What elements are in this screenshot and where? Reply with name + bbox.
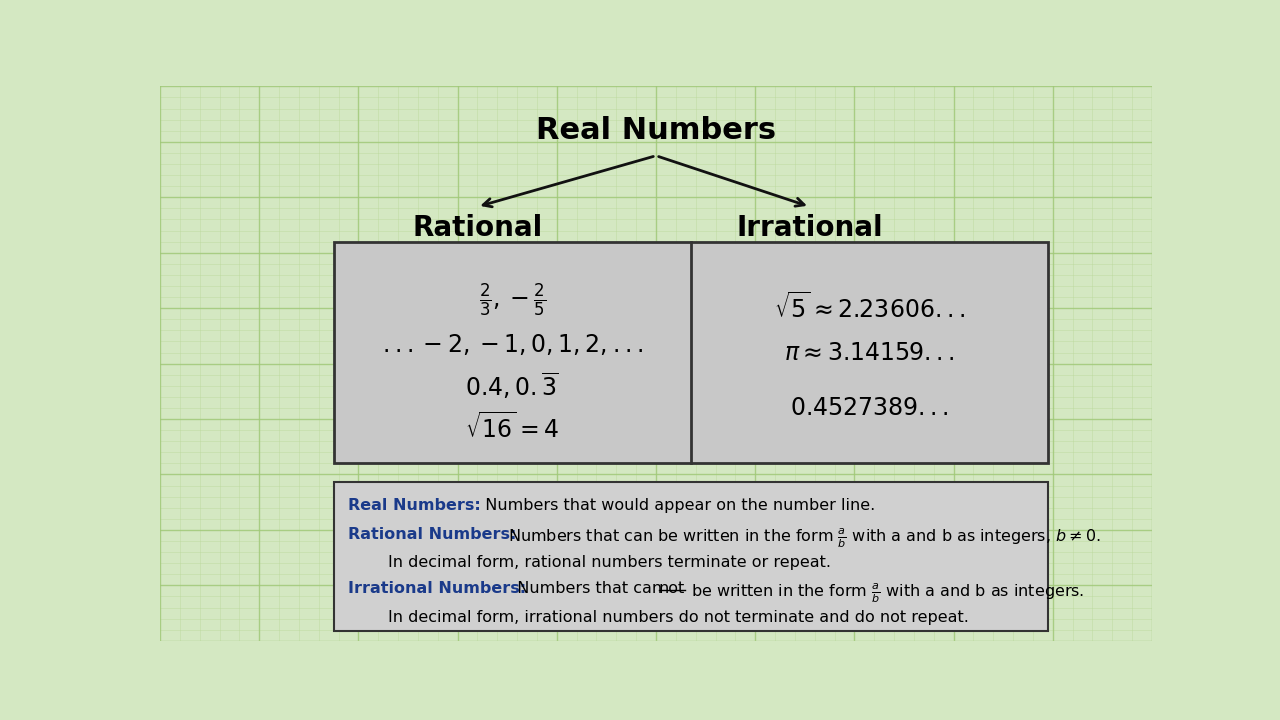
- Text: Irrational: Irrational: [736, 214, 883, 242]
- Text: In decimal form, rational numbers terminate or repeat.: In decimal form, rational numbers termin…: [388, 555, 831, 570]
- FancyBboxPatch shape: [334, 242, 1048, 464]
- Text: $\sqrt{16} = 4$: $\sqrt{16} = 4$: [465, 412, 559, 443]
- Text: $\sqrt{5} \approx 2.23606 ...$: $\sqrt{5} \approx 2.23606 ...$: [773, 293, 965, 323]
- Text: In decimal form, irrational numbers do not terminate and do not repeat.: In decimal form, irrational numbers do n…: [388, 611, 969, 625]
- Text: $\frac{2}{3}, -\frac{2}{5}$: $\frac{2}{3}, -\frac{2}{5}$: [479, 281, 545, 318]
- Text: be written in the form $\frac{a}{b}$ with a and b as integers.: be written in the form $\frac{a}{b}$ wit…: [686, 582, 1084, 606]
- Text: Numbers that would appear on the number line.: Numbers that would appear on the number …: [475, 498, 876, 513]
- Text: $0.4527389 ...$: $0.4527389 ...$: [790, 396, 948, 420]
- Text: Real Numbers: Real Numbers: [536, 116, 776, 145]
- Text: Numbers that can be written in the form $\frac{a}{b}$ with a and b as integers, : Numbers that can be written in the form …: [498, 526, 1101, 550]
- Text: $... - 2, -1, 0, 1, 2, ...$: $... - 2, -1, 0, 1, 2, ...$: [381, 332, 643, 356]
- Text: Rational: Rational: [412, 214, 543, 242]
- Text: $0.4, 0.\overline{3}$: $0.4, 0.\overline{3}$: [465, 370, 559, 401]
- Text: Rational Numbers:: Rational Numbers:: [348, 526, 517, 541]
- Text: Real Numbers:: Real Numbers:: [348, 498, 481, 513]
- Text: Irrational Numbers:: Irrational Numbers:: [348, 582, 526, 596]
- Text: Numbers that can: Numbers that can: [507, 582, 667, 596]
- FancyBboxPatch shape: [334, 482, 1048, 631]
- Text: $\pi \approx 3.14159 ...$: $\pi \approx 3.14159 ...$: [783, 341, 955, 364]
- Text: not: not: [659, 582, 685, 596]
